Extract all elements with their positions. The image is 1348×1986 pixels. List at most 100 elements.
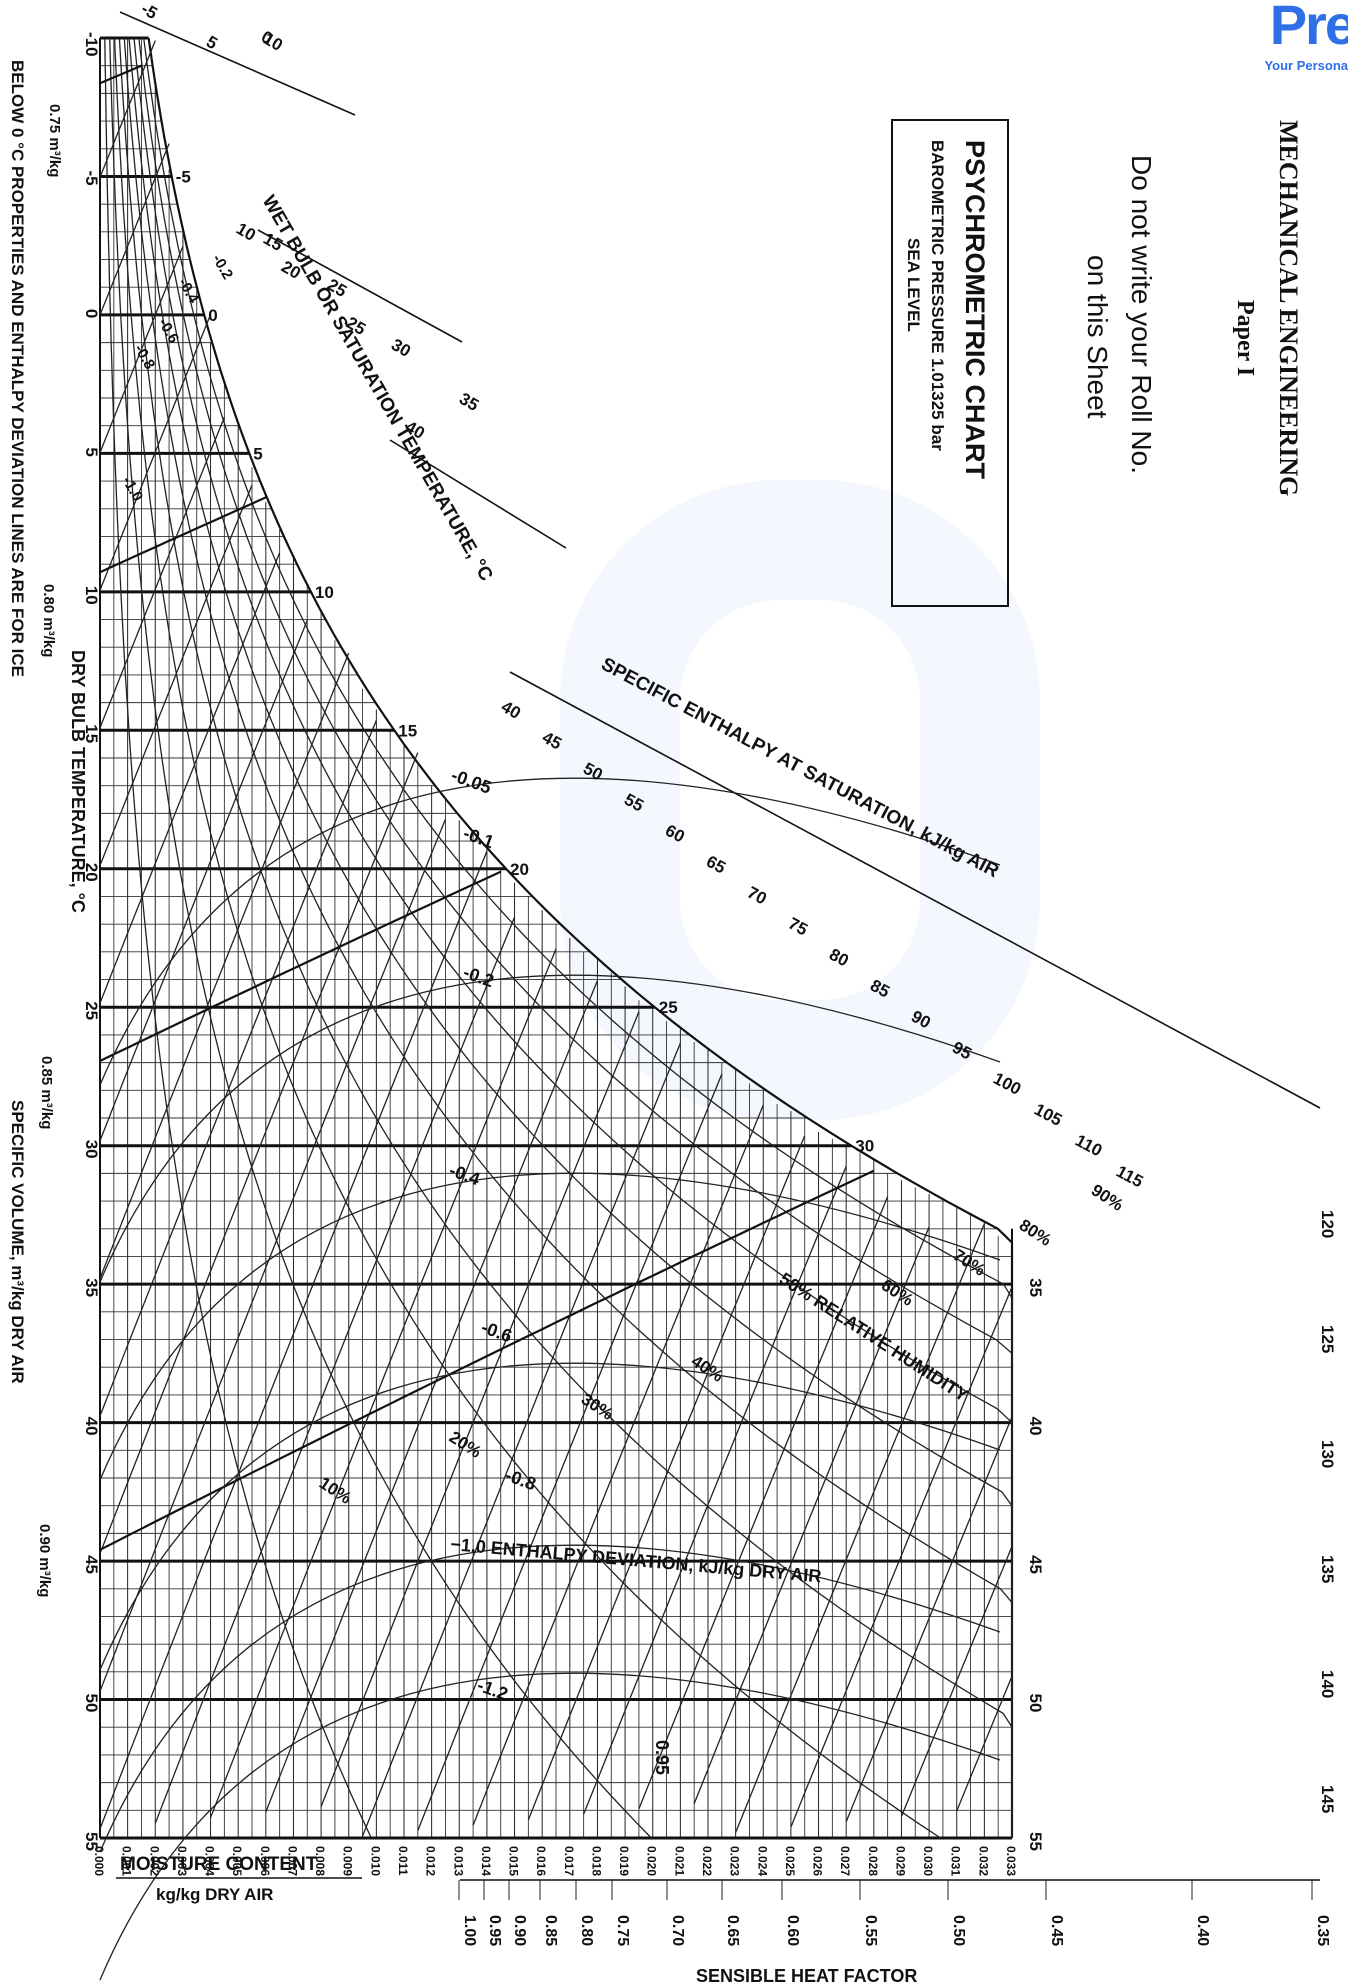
specific-volume-label: 0.85 m³/kg	[38, 1056, 55, 1129]
relative-humidity-label: 80%	[1016, 1215, 1055, 1249]
ice-deviation-label: -1.0	[119, 474, 147, 505]
moisture-tick-label: 0.020	[645, 1846, 659, 1876]
enthalpy-scale-label: 110	[1072, 1131, 1105, 1161]
shf-title: SENSIBLE HEAT FACTOR	[696, 1966, 917, 1986]
enthalpy-scale-label: 85	[867, 976, 893, 1002]
dry-bulb-tick-label: 50	[82, 1694, 101, 1713]
dry-bulb-tick-label: 45	[82, 1555, 101, 1574]
enthalpy-line	[527, 1135, 806, 1821]
enthalpy-deviation-label: -0.1	[461, 823, 497, 852]
moisture-tick-label: 0.007	[285, 1846, 299, 1876]
moisture-tick-label: 0.019	[617, 1846, 631, 1876]
moisture-tick-label: 0.017	[562, 1846, 576, 1876]
moisture-tick-label: 0.023	[728, 1846, 742, 1876]
enthalpy-scale-lower	[389, 439, 567, 549]
enthalpy-scale-upper	[119, 11, 356, 116]
shf-tick-label: 0.90	[511, 1915, 528, 1946]
enthalpy-scale-label: 115	[1113, 1162, 1146, 1192]
dry-bulb-tick-label: 10	[82, 586, 101, 605]
relative-humidity-label: 90%	[1088, 1180, 1127, 1214]
shf-tick-label: 0.35	[1314, 1915, 1331, 1946]
moisture-tick-label: 0.028	[866, 1846, 880, 1876]
moisture-tick-label: 0.013	[451, 1846, 465, 1876]
subject-heading: MECHANICAL ENGINEERING	[1274, 120, 1303, 496]
dry-bulb-tick-label: 15	[82, 724, 101, 743]
relative-humidity-curve	[113, 37, 941, 1839]
shf-tick-label: 0.55	[862, 1915, 879, 1946]
enthalpy-scale-label: 45	[539, 728, 565, 754]
dry-bulb-tick-label: 25	[82, 1001, 101, 1020]
enthalpy-line	[265, 980, 599, 1813]
relative-humidity-curve	[104, 37, 372, 1839]
enthalpy-line	[154, 916, 516, 1824]
specific-volume-title: SPECIFIC VOLUME, m³/kg DRY AIR	[8, 1100, 27, 1384]
moisture-tick-label: 0.016	[534, 1846, 548, 1876]
dry-bulb-tick-label: 0	[82, 309, 101, 318]
moisture-content-title: MOISTURE CONTENT	[120, 1854, 318, 1875]
specific-volume-line	[99, 496, 267, 574]
moisture-tick-label: 0.003	[175, 1846, 189, 1876]
enthalpy-line	[417, 1073, 723, 1832]
enthalpy-scale-label: 95	[949, 1038, 975, 1064]
chart-title: PSYCHROMETRIC CHART	[960, 140, 990, 480]
right-enthalpy-label: 145	[1318, 1785, 1337, 1813]
dry-bulb-tick-label: 55	[82, 1832, 101, 1851]
moisture-tick-label: 0.010	[368, 1846, 382, 1876]
enthalpy-line	[734, 1223, 985, 1833]
enthalpy-line	[99, 484, 253, 866]
enthalpy-line	[693, 1226, 930, 1804]
shf-tick-label: 0.60	[784, 1915, 801, 1946]
shf-tick-label: 0.70	[669, 1915, 686, 1946]
wet-bulb-label: 10	[315, 583, 334, 602]
shf-tick-label: 0.50	[950, 1915, 967, 1946]
relative-humidity-curve	[128, 37, 1013, 1838]
enthalpy-line	[472, 1104, 764, 1826]
dry-bulb-tick-label: 40	[82, 1417, 101, 1436]
brand-logo: Pre Your Persona	[1238, 0, 1348, 80]
enthalpy-line	[99, 850, 488, 1830]
ice-deviation-label: -0.4	[175, 276, 203, 307]
dry-bulb-tick-label: 5	[82, 447, 101, 456]
enthalpy-line	[99, 143, 170, 316]
enthalpy-scale-label: 35	[456, 389, 482, 415]
right-enthalpy-label: 120	[1318, 1210, 1337, 1238]
relative-humidity-curve	[143, 37, 1013, 1838]
enthalpy-deviation-curve	[99, 1672, 1001, 1981]
shf-marker-label: 0.95	[652, 1740, 672, 1775]
moisture-tick-label: 0.030	[921, 1846, 935, 1876]
enthalpy-scale-label: 40	[498, 697, 524, 723]
relative-humidity-curve	[109, 37, 652, 1839]
shf-tick-label: 0.85	[542, 1915, 559, 1946]
moisture-tick-label: 0.014	[479, 1846, 493, 1876]
right-enthalpy-label: 135	[1318, 1555, 1337, 1583]
dry-bulb-tick-label: 35	[82, 1278, 101, 1297]
shf-tick-label: 0.40	[1194, 1915, 1211, 1946]
logo-tagline: Your Persona	[1264, 58, 1348, 73]
specific-volume-label: 0.75 m³/kg	[46, 104, 63, 177]
wet-bulb-label: 30	[855, 1137, 874, 1156]
enthalpy-scale-label: 100	[990, 1069, 1024, 1099]
moisture-tick-label: 0.026	[811, 1846, 825, 1876]
enthalpy-line	[99, 246, 184, 453]
enthalpy-line	[845, 1416, 1013, 1823]
moisture-tick-label: 0.027	[838, 1846, 852, 1876]
ice-deviation-label: -0.2	[209, 252, 237, 283]
enthalpy-saturation-title: SPECIFIC ENTHALPY AT SATURATION, kJ/kg A…	[598, 654, 1003, 882]
moisture-tick-label: 0.018	[589, 1846, 603, 1876]
enthalpy-scale-label: -5	[138, 0, 161, 23]
enthalpy-deviation-curve	[99, 974, 1001, 1283]
right-dry-bulb-label: 40	[1026, 1417, 1045, 1436]
enthalpy-line	[99, 652, 350, 1279]
enthalpy-line	[99, 40, 156, 178]
moisture-tick-label: 0.029	[893, 1846, 907, 1876]
shf-tick-label: 0.80	[578, 1915, 595, 1946]
enthalpy-line	[99, 719, 378, 1417]
moisture-tick-label: 0.009	[341, 1846, 355, 1876]
moisture-tick-label: 0.025	[783, 1846, 797, 1876]
enthalpy-scale-mid	[257, 229, 463, 343]
right-dry-bulb-label: 45	[1026, 1555, 1045, 1574]
enthalpy-deviation-label: -0.8	[503, 1465, 539, 1494]
moisture-tick-label: 0.002	[147, 1846, 161, 1876]
dry-bulb-tick-label: -10	[82, 32, 101, 57]
